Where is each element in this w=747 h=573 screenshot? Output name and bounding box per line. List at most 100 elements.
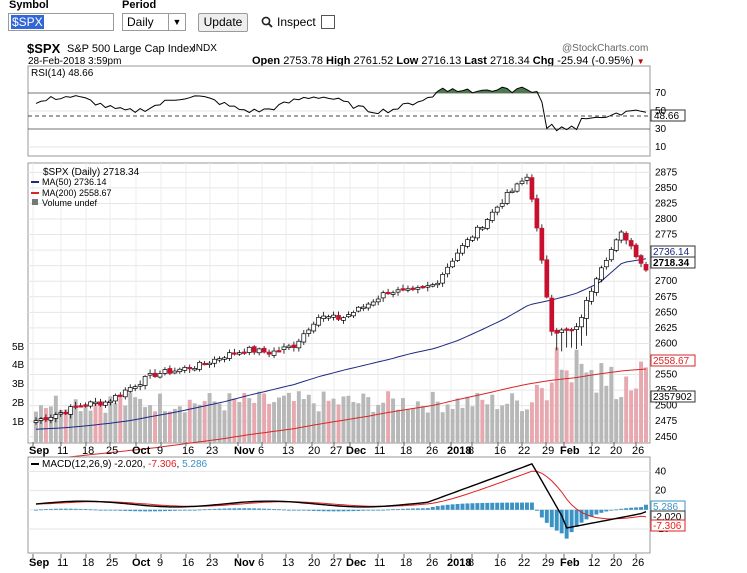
macd-histogram-bar: [162, 509, 167, 512]
macd-tick-label: 40: [655, 466, 667, 477]
macd-histogram-bar: [133, 509, 138, 512]
price-candle: [222, 357, 227, 360]
volume-bar: [202, 401, 207, 443]
volume-bar: [559, 369, 564, 443]
volume-bar: [470, 406, 475, 443]
macd-histogram-bar: [53, 508, 58, 510]
macd-histogram-bar: [38, 509, 43, 511]
volume-bar: [83, 404, 88, 443]
price-candle: [341, 317, 346, 321]
ma200-badge-text: 2558.67: [653, 356, 690, 367]
price-candle: [246, 346, 252, 353]
price-candle: [346, 314, 351, 318]
price-candle: [405, 288, 411, 291]
volume-bar: [148, 405, 153, 443]
volume-bar: [465, 396, 470, 443]
macd-histogram-bar: [549, 509, 554, 528]
price-candle: [559, 329, 565, 333]
volume-bar: [609, 366, 614, 443]
price-candle: [638, 255, 644, 264]
x-axis-label: Oct: [132, 445, 151, 457]
inspect-label: Inspect: [277, 15, 316, 29]
search-icon: [261, 16, 273, 28]
volume-bar: [172, 408, 177, 443]
period-select[interactable]: Daily ▼: [122, 13, 186, 31]
price-candle: [599, 267, 604, 281]
volume-bar: [430, 391, 435, 443]
macd-histogram-bar: [490, 502, 495, 510]
price-candle: [430, 284, 436, 287]
volume-bar: [644, 367, 648, 443]
price-candle: [479, 227, 485, 230]
price-candle: [554, 329, 560, 334]
macd-legend-sep2: ,: [177, 459, 183, 470]
price-tick-label: 2625: [655, 323, 678, 334]
price-candle: [286, 345, 292, 348]
price-candle: [484, 219, 490, 229]
volume-bar: [286, 392, 291, 443]
macd-histogram-bar: [420, 508, 425, 510]
price-candle: [232, 352, 237, 355]
price-candle: [549, 297, 555, 332]
x-axis-label: Nov: [234, 445, 256, 457]
volume-bar: [455, 398, 460, 443]
volume-bar: [326, 400, 331, 443]
macd-histogram-bar: [68, 508, 73, 510]
price-candle: [494, 206, 500, 213]
volume-bar: [153, 411, 157, 443]
signal-line: [35, 470, 647, 520]
volume-bar: [217, 403, 222, 443]
macd-legend-sep1: ,: [143, 459, 149, 470]
inspect-checkbox[interactable]: [321, 15, 335, 29]
update-button[interactable]: Update: [198, 13, 248, 32]
price-candle: [519, 180, 525, 184]
volume-bar: [569, 382, 574, 443]
price-candle: [316, 316, 322, 326]
volume-bar: [212, 401, 217, 443]
macd-histogram-bar: [644, 504, 648, 510]
volume-bar: [128, 392, 133, 443]
macd-histogram-bar: [534, 509, 539, 511]
price-candle: [43, 417, 49, 421]
macd-histogram-bar: [321, 509, 326, 512]
price-candle: [281, 346, 287, 350]
price-candle: [132, 386, 138, 389]
volume-bar: [539, 388, 544, 443]
macd-histogram-bar: [559, 509, 564, 534]
x-axis-label: 12: [588, 557, 600, 569]
price-candle: [122, 389, 128, 398]
macd-hist-badge-text: 5.286: [653, 502, 678, 513]
x-axis-label: 26: [426, 445, 438, 457]
x-axis-label: 11: [374, 445, 385, 457]
x-axis-label: 20: [610, 557, 622, 569]
symbol-input[interactable]: $SPX: [8, 13, 114, 31]
macd-histogram-bar: [212, 508, 217, 510]
macd-histogram-bar: [455, 503, 460, 510]
volume-bar: [584, 372, 589, 443]
price-candle: [465, 239, 470, 247]
macd-legend-signal: -7.306: [148, 459, 177, 470]
volume-bar: [490, 394, 495, 443]
volume-bar: [207, 393, 212, 443]
price-candle: [212, 358, 217, 364]
price-panel: $SPX (Daily) 2718.34 MA(50) 2736.14 MA(2…: [12, 162, 696, 461]
price-candle: [613, 239, 619, 251]
price-candle: [375, 298, 381, 303]
macd-histogram-bar: [515, 502, 520, 510]
price-tick-label: 2875: [655, 167, 678, 178]
price-candle: [544, 259, 550, 298]
macd-panel: MACD(12,26,9) -2.020, -7.306, 5.286 40 20…: [27, 456, 686, 554]
price-candle: [172, 370, 178, 374]
price-candle: [470, 236, 475, 241]
volume-bar: [88, 410, 93, 443]
volume-bar: [242, 393, 247, 443]
last-value: 2718.34: [489, 55, 530, 67]
macd-histogram-bar: [425, 508, 430, 510]
macd-histogram-bar: [639, 507, 644, 510]
volume-bar: [277, 397, 281, 443]
volume-bar: [396, 409, 401, 443]
macd-histogram-bar: [629, 507, 634, 510]
rsi-ticks: 70 50 30 10: [655, 88, 667, 153]
macd-histogram-bar: [88, 509, 93, 511]
volume-bar: [614, 399, 619, 443]
